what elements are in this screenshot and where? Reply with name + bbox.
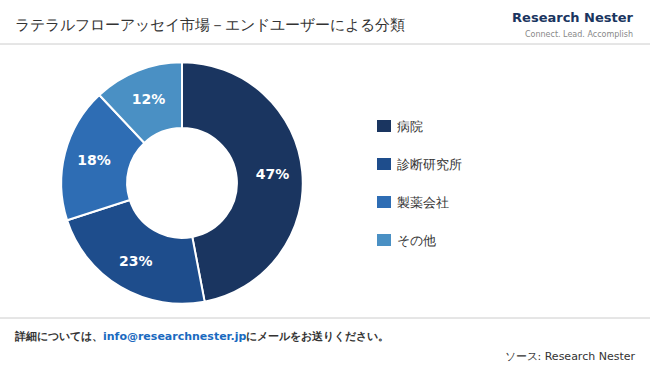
- svg-text:47%: 47%: [256, 166, 290, 182]
- svg-text:ソース: Research Nester: ソース: Research Nester: [505, 350, 636, 363]
- svg-text:製薬会社: 製薬会社: [397, 195, 449, 210]
- svg-text:病院: 病院: [397, 119, 423, 134]
- svg-text:Research Nester: Research Nester: [512, 10, 634, 25]
- svg-text:Connect. Lead. Accomplish: Connect. Lead. Accomplish: [525, 30, 633, 39]
- svg-text:18%: 18%: [77, 152, 111, 168]
- svg-text:info@researchnester.jp: info@researchnester.jp: [103, 330, 246, 343]
- svg-text:診断研究所: 診断研究所: [397, 157, 462, 172]
- svg-text:詳細については、: 詳細については、: [14, 330, 103, 343]
- svg-text:ラテラルフローアッセイ市場－エンドユーザーによる分類: ラテラルフローアッセイ市場－エンドユーザーによる分類: [15, 16, 405, 34]
- svg-text:23%: 23%: [119, 253, 153, 269]
- svg-text:にメールをお送りください。: にメールをお送りください。: [246, 330, 389, 343]
- svg-text:その他: その他: [397, 233, 436, 248]
- svg-text:12%: 12%: [132, 91, 166, 107]
